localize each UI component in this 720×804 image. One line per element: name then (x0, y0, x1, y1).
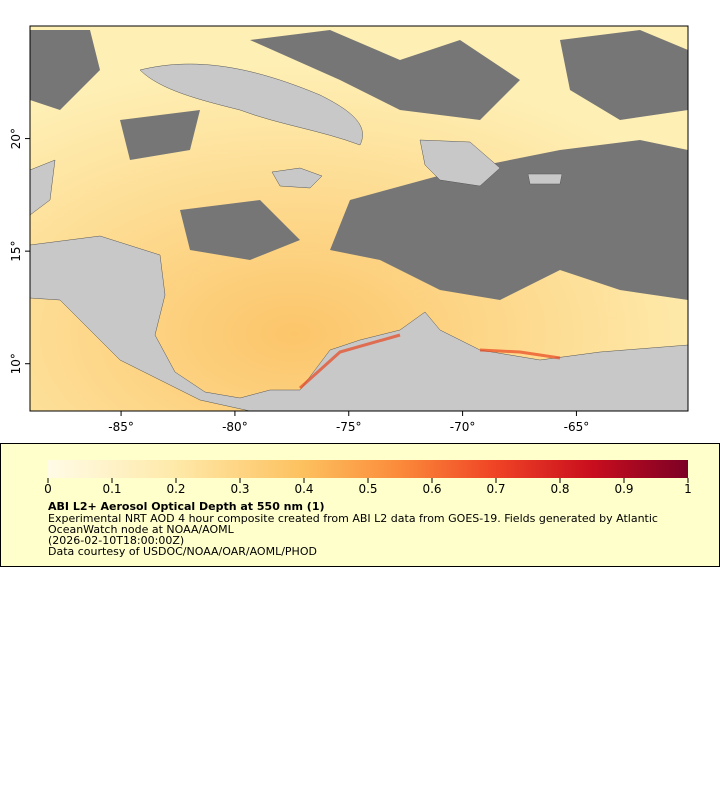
colorbar-tick-label: 0.4 (294, 482, 313, 496)
x-tick-label: -85° (108, 420, 134, 434)
land-yucatan (30, 159, 56, 216)
land-central-south-america (30, 235, 688, 411)
colorbar-tick-label: 0.7 (486, 482, 505, 496)
colorbar-tick-label: 0.2 (166, 482, 185, 496)
colorbar-tick-label: 0.6 (422, 482, 441, 496)
cloud-mask (30, 30, 688, 300)
colorbar-tick-label: 0 (44, 482, 52, 496)
colorbar-tick-label: 0.3 (230, 482, 249, 496)
legend-line: OceanWatch node at NOAA/AOML (48, 523, 235, 536)
legend-line: (2026-02-10T18:00:00Z) (48, 534, 184, 547)
high-aod-coast (298, 333, 561, 390)
colorbar-tick-label: 1 (684, 482, 692, 496)
legend-line: Data courtesy of USDOC/NOAA/OAR/AOML/PHO… (48, 545, 317, 558)
legend-line: Experimental NRT AOD 4 hour composite cr… (48, 512, 658, 525)
colorbar-ticks: 0 0.1 0.2 0.3 0.4 0.5 0.6 0.7 0.8 0.9 1 (44, 478, 692, 496)
x-tick-label: -75° (336, 420, 362, 434)
land-cuba (139, 63, 363, 146)
x-tick-label: -65° (564, 420, 590, 434)
colorbar-tick-label: 0.9 (614, 482, 633, 496)
colorbar-tick-label: 0.8 (550, 482, 569, 496)
colorbar (48, 460, 688, 478)
y-tick-label: 15° (9, 241, 23, 262)
axis-ticks: -85° -80° -75° -70° -65° 10° 15° 20° (9, 128, 589, 434)
colorbar-tick-label: 0.5 (358, 482, 377, 496)
map-frame (29, 25, 689, 412)
colorbar-tick-label: 0.1 (102, 482, 121, 496)
land-jamaica (271, 167, 323, 189)
y-tick-label: 20° (9, 128, 23, 149)
land-puerto-rico (527, 173, 563, 185)
x-tick-label: -80° (222, 420, 248, 434)
y-tick-label: 10° (9, 353, 23, 374)
x-tick-label: -70° (450, 420, 476, 434)
legend-title: ABI L2+ Aerosol Optical Depth at 550 nm … (48, 500, 325, 513)
map-area (30, 26, 688, 411)
land-hispaniola (419, 139, 501, 187)
